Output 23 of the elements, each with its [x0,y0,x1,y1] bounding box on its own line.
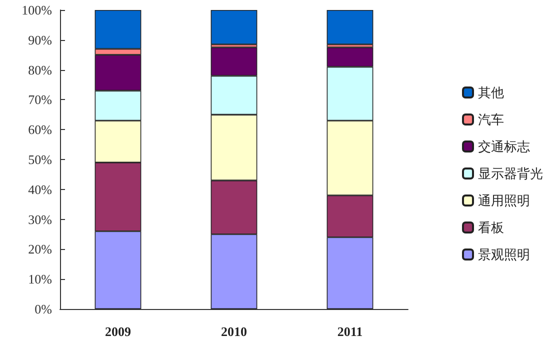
legend-label: 交通标志 [478,139,530,154]
legend-label: 其他 [478,85,504,100]
y-tick-label: 100% [22,2,52,18]
x-tick-label: 2010 [221,324,247,339]
y-tick-label: 10% [28,272,52,287]
legend-label: 通用照明 [478,193,530,208]
y-tick-label: 60% [28,122,52,138]
y-tick-label: 80% [28,62,52,78]
legend-label: 显示器背光 [478,166,543,181]
legend-label: 汽车 [478,112,504,127]
y-tick-label: 90% [28,32,52,48]
bar [326,10,374,44]
x-tick-label: 2009 [105,324,132,339]
y-tick-label: 40% [28,182,52,197]
y-tick-label: 30% [28,212,52,227]
y-tick-label: 0% [34,302,52,316]
y-tick-label: 20% [28,242,52,257]
bar [210,10,258,44]
y-tick-label: 70% [28,92,52,108]
legend-label: 看板 [478,220,504,235]
x-tick-label: 2011 [337,324,363,339]
legend-label: 景观照明 [478,247,530,262]
y-tick-label: 50% [28,152,52,167]
